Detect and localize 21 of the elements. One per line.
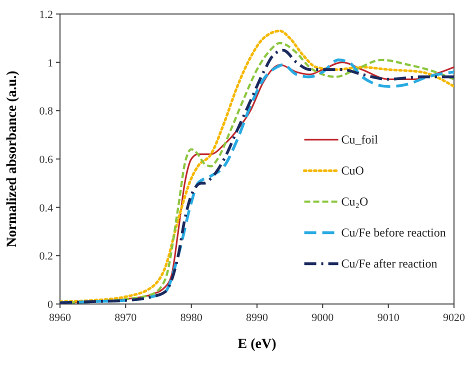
x-tick-label: 8980 [180,312,203,324]
y-tick-label: 0 [48,299,54,311]
legend-label: Cu/Fe before reaction [341,226,446,240]
x-tick-label: 9010 [377,312,400,324]
legend-label: Cu_foil [341,132,379,147]
y-tick-label: 0.2 [39,250,53,263]
y-tick-label: 1 [48,57,53,70]
x-tick-label: 8970 [114,312,138,324]
y-tick-label: 0.4 [39,202,54,214]
y-tick-label: 0.8 [39,106,54,118]
legend-label: Cu/Fe after reaction [341,256,438,271]
y-axis-title: Normalized absorbance (a.u.) [5,70,20,248]
x-tick-label: 8960 [49,312,72,324]
x-axis-title: E (eV) [238,337,277,352]
x-tick-label: 9000 [312,312,334,324]
y-tick-label: 1.2 [39,9,53,21]
y-tick-label: 0.6 [39,154,54,166]
legend-label: CuO [341,164,364,178]
x-tick-label: 8990 [246,312,268,324]
legend-label: Cu₂O [341,194,368,209]
x-tick-label: 9020 [443,312,466,324]
